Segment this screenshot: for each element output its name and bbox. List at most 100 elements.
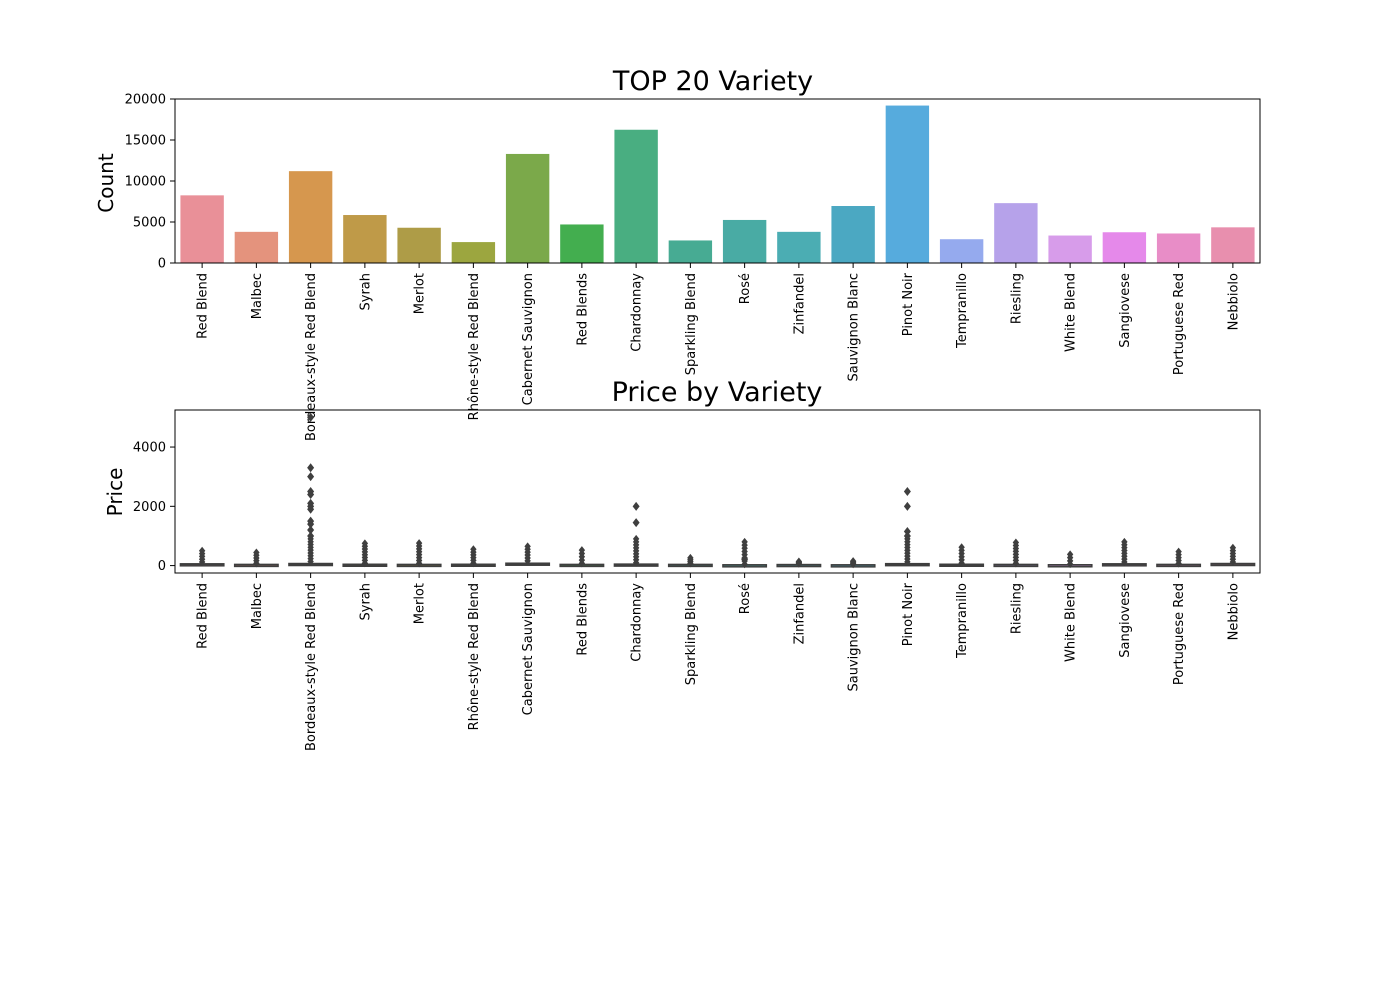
chart2-ylabel: Price (103, 468, 127, 517)
bar (885, 105, 930, 263)
bar (939, 239, 984, 263)
bar (722, 219, 767, 263)
y-tick-label: 15000 (125, 134, 166, 149)
bar (777, 231, 821, 263)
y-tick-label: 0 (158, 559, 166, 574)
x-tick-label: Nebbiolo (1226, 273, 1241, 330)
x-tick-label: Sauvignon Blanc (847, 273, 862, 381)
outlier-point (307, 412, 315, 422)
x-tick-label: White Blend (1064, 583, 1079, 662)
outlier-point (361, 539, 369, 548)
x-tick-label: Sangiovese (1118, 273, 1133, 348)
x-tick-label: Syrah (358, 273, 373, 311)
outlier-point (307, 504, 315, 514)
y-tick-label: 10000 (125, 175, 166, 190)
chart1-axes-frame (174, 98, 1261, 264)
price-box-chart: Price by Variety Price 0 2000 4000 Red Ble… (103, 377, 1261, 751)
x-tick-label: Rhône-style Red Blend (467, 583, 482, 730)
x-tick-label: Merlot (413, 583, 428, 624)
x-tick-label: Tempranillo (955, 273, 970, 349)
outlier-point (415, 539, 423, 548)
bar (234, 231, 279, 263)
x-tick-label: Rosé (738, 583, 753, 614)
y-tick-label: 2000 (133, 500, 166, 515)
outlier-point (524, 542, 531, 551)
chart2-axes-frame (174, 409, 1261, 574)
x-tick-label: Red Blends (575, 273, 590, 346)
outlier-point (307, 531, 315, 541)
outlier-point (1012, 538, 1020, 547)
x-tick-label: Bordeaux-style Red Blend (304, 273, 319, 441)
outlier-point (307, 463, 315, 473)
bar (1211, 227, 1255, 263)
x-tick-label: Malbec (250, 273, 265, 319)
x-tick-label: Zinfandel (792, 583, 807, 644)
outlier-point (741, 537, 748, 546)
chart1-ylabel: Count (94, 153, 118, 213)
bar (451, 242, 496, 263)
count-bar-chart: TOP 20 Variety Count 0 5000 10000 15000 2000… (94, 66, 1261, 441)
x-tick-label: Chardonnay (630, 273, 645, 352)
outlier-point (1175, 547, 1182, 556)
bar (560, 224, 604, 263)
x-tick-label: Riesling (1009, 273, 1024, 324)
outlier-point (307, 525, 315, 535)
x-tick-label: Tempranillo (955, 583, 970, 659)
x-tick-label: Sparkling Blend (684, 273, 699, 375)
outlier-point (741, 554, 749, 564)
outlier-point (687, 553, 694, 562)
x-tick-label: Malbec (250, 583, 265, 629)
bar (994, 203, 1038, 263)
x-tick-label: Pinot Noir (901, 582, 916, 646)
outlier-point (903, 501, 911, 511)
bar (397, 227, 441, 263)
outlier-point (632, 501, 640, 511)
bar (1156, 233, 1201, 263)
outlier-point (307, 489, 315, 499)
chart1-x-tick-labels: Red Blend Malbec Bordeaux-style Red Blend S… (196, 263, 1241, 441)
outlier-point (253, 548, 260, 557)
y-tick-label: 0 (158, 257, 166, 272)
outlier-point (578, 546, 586, 555)
y-tick-label: 4000 (133, 441, 166, 456)
outlier-point (198, 546, 206, 555)
chart1-bars (180, 105, 1255, 263)
x-tick-label: Cabernet Sauvignon (521, 273, 536, 405)
x-tick-label: Chardonnay (630, 583, 645, 662)
outlier-point (470, 545, 477, 554)
x-tick-label: Sparkling Blend (684, 583, 699, 685)
chart2-title: Price by Variety (612, 377, 823, 408)
outlier-point (1066, 550, 1074, 559)
bar (1048, 235, 1092, 263)
x-tick-label: Merlot (413, 273, 428, 314)
outlier-point (795, 557, 803, 566)
outlier-point (958, 543, 965, 552)
chart2-x-tick-labels: Red Blend Malbec Bordeaux-style Red Blend S… (196, 573, 1241, 751)
y-tick-label: 20000 (125, 93, 166, 108)
outlier-point (903, 487, 911, 496)
x-tick-label: Cabernet Sauvignon (521, 583, 536, 715)
x-tick-label: Rhône-style Red Blend (467, 273, 482, 420)
x-tick-label: Pinot Noir (901, 272, 916, 336)
bar (668, 240, 713, 263)
bar (1102, 232, 1147, 263)
x-tick-label: Red Blend (196, 583, 211, 649)
y-tick-label: 5000 (133, 216, 166, 231)
outlier-point (632, 518, 640, 528)
x-tick-label: Red Blends (575, 583, 590, 656)
x-tick-label: Zinfandel (792, 273, 807, 334)
outlier-point (307, 472, 315, 482)
bar (180, 195, 224, 263)
x-tick-label: Sangiovese (1118, 583, 1133, 658)
bar (831, 206, 875, 263)
bar (288, 171, 333, 263)
x-tick-label: Portuguese Red (1172, 273, 1187, 375)
x-tick-label: Sauvignon Blanc (847, 583, 862, 691)
x-tick-label: Portuguese Red (1172, 583, 1187, 685)
outlier-point (307, 519, 315, 529)
x-tick-label: Syrah (358, 583, 373, 621)
outlier-point (849, 557, 857, 566)
chart1-title: TOP 20 Variety (612, 66, 813, 97)
